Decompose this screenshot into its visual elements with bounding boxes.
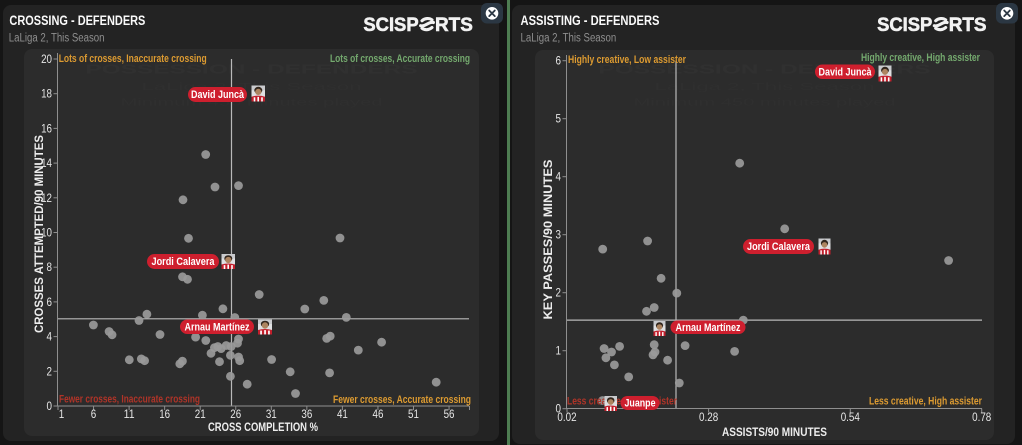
svg-text:10: 10 xyxy=(41,228,52,240)
svg-text:2: 2 xyxy=(556,288,562,300)
svg-text:CROSSING - DEFENDERS: CROSSING - DEFENDERS xyxy=(9,13,145,28)
svg-text:CROSSES ATTEMPTED/90 MINUTES: CROSSES ATTEMPTED/90 MINUTES xyxy=(32,135,46,333)
svg-text:ASSISTING - DEFENDERS: ASSISTING - DEFENDERS xyxy=(521,13,660,28)
svg-text:Juanpe: Juanpe xyxy=(625,398,656,410)
svg-text:0: 0 xyxy=(47,401,53,413)
svg-text:Highly creative, High assister: Highly creative, High assister xyxy=(861,52,981,64)
svg-text:0.02: 0.02 xyxy=(557,412,576,424)
svg-text:SCISP: SCISP xyxy=(877,14,932,36)
svg-text:Arnau Martínez: Arnau Martínez xyxy=(676,322,741,334)
svg-text:56: 56 xyxy=(444,409,455,421)
svg-text:Lots of crosses, Inaccurate cr: Lots of crosses, Inaccurate crossing xyxy=(59,53,207,65)
svg-text:4: 4 xyxy=(47,332,53,344)
svg-text:Jordi Calavera: Jordi Calavera xyxy=(152,256,216,268)
svg-text:CROSS COMPLETION %: CROSS COMPLETION % xyxy=(208,422,318,434)
svg-text:RTS: RTS xyxy=(949,14,987,36)
svg-text:14: 14 xyxy=(41,158,52,170)
svg-text:46: 46 xyxy=(373,409,384,421)
svg-text:KEY PASSES/90 MINUTES: KEY PASSES/90 MINUTES xyxy=(541,160,555,320)
svg-text:2: 2 xyxy=(47,366,53,378)
svg-text:Highly creative, Low assister: Highly creative, Low assister xyxy=(568,54,687,66)
svg-text:18: 18 xyxy=(41,89,52,101)
svg-text:Fewer crosses, Inaccurate cros: Fewer crosses, Inaccurate crossing xyxy=(59,394,200,406)
svg-text:ASSISTS/90 MINUTES: ASSISTS/90 MINUTES xyxy=(722,427,827,439)
svg-text:16: 16 xyxy=(159,409,170,421)
svg-text:0.78: 0.78 xyxy=(972,412,991,424)
svg-text:11: 11 xyxy=(124,409,135,421)
svg-text:6: 6 xyxy=(556,56,562,68)
svg-text:LaLiga 2, This Season: LaLiga 2, This Season xyxy=(521,33,617,45)
svg-text:51: 51 xyxy=(408,409,419,421)
svg-text:6: 6 xyxy=(91,409,97,421)
svg-text:LaLiga 2, This Season: LaLiga 2, This Season xyxy=(9,33,105,45)
svg-text:36: 36 xyxy=(301,409,312,421)
svg-text:LaLiga 2, This Season: LaLiga 2, This Season xyxy=(655,82,875,93)
svg-text:6: 6 xyxy=(47,297,53,309)
svg-text:21: 21 xyxy=(195,409,206,421)
svg-text:SCISP: SCISP xyxy=(363,14,418,36)
svg-text:Minimum 450 minutes played: Minimum 450 minutes played xyxy=(634,98,896,109)
svg-text:26: 26 xyxy=(230,409,241,421)
svg-text:Jordi Calavera: Jordi Calavera xyxy=(747,241,811,253)
svg-text:Less creative, High assister: Less creative, High assister xyxy=(869,396,983,408)
svg-text:4: 4 xyxy=(556,172,562,184)
svg-text:16: 16 xyxy=(41,123,52,135)
svg-text:Fewer crosses, Accurate crossi: Fewer crosses, Accurate crossing xyxy=(333,394,471,406)
svg-text:41: 41 xyxy=(337,409,348,421)
svg-text:20: 20 xyxy=(41,54,52,66)
svg-text:David Juncà: David Juncà xyxy=(819,66,873,78)
svg-text:3: 3 xyxy=(556,230,562,242)
svg-text:RTS: RTS xyxy=(435,14,473,36)
svg-text:1: 1 xyxy=(556,346,562,358)
svg-text:12: 12 xyxy=(41,193,52,205)
svg-text:0: 0 xyxy=(556,404,562,416)
svg-text:5: 5 xyxy=(556,114,562,126)
svg-text:David Juncà: David Juncà xyxy=(191,89,245,101)
svg-text:8: 8 xyxy=(47,262,53,274)
svg-text:1: 1 xyxy=(59,409,65,421)
svg-text:Arnau Martínez: Arnau Martínez xyxy=(185,321,250,333)
svg-text:0.54: 0.54 xyxy=(841,412,861,424)
svg-text:Lots of crosses, Accurate cros: Lots of crosses, Accurate crossing xyxy=(330,53,470,65)
svg-text:0.28: 0.28 xyxy=(699,412,718,424)
svg-text:31: 31 xyxy=(266,409,277,421)
